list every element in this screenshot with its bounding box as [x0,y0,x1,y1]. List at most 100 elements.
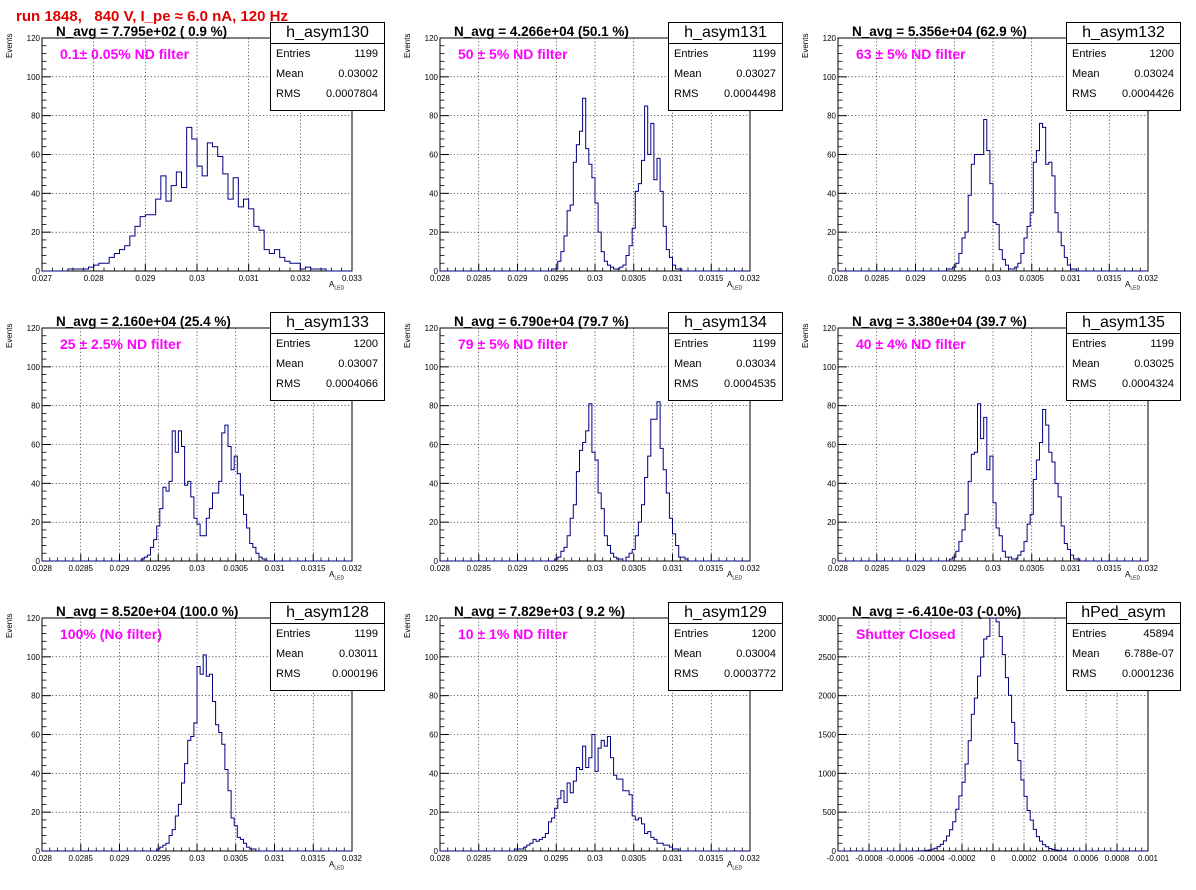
stats-value-entries: 1200 [353,338,378,350]
histogram-plot: 0.028 0.0285 0.029 0.0295 0.03 0.0305 0.031 0.0… [425,614,761,863]
y-axis-label: Events [403,323,412,348]
stats-value-mean: 0.03011 [339,648,378,660]
y-tick-label: 80 [31,692,40,701]
stats-value-rms: 0.0007804 [326,88,378,100]
x-axis-label-subscript: LED [1130,575,1141,582]
filter-annotation: Shutter Closed [856,626,956,642]
x-tick-label: 0.0305 [224,854,249,863]
y-tick-label: 120 [425,34,439,43]
histogram-name: h_asym135 [1067,313,1180,334]
y-tick-label: 20 [429,228,438,237]
histogram-name: h_asym130 [271,23,384,44]
y-tick-label: 20 [429,518,438,527]
stats-label-entries: Entries [674,48,709,60]
stats-row-entries: Entries 1200 [669,624,782,644]
y-axis-label: Events [5,323,14,348]
y-tick-label: 100 [27,363,41,372]
stats-row-entries: Entries 1199 [271,44,384,64]
histogram-series [838,617,1148,852]
stats-box: h_asym128 Entries 1199 Mean 0.03011 RMS 0.0001… [270,602,385,691]
y-tick-label: 100 [27,73,41,82]
x-tick-label: -0.001 [827,854,850,863]
histogram-panel-h_asym133: 0.028 0.0285 0.029 0.0295 0.03 0.0305 0.031 0.0… [4,310,400,600]
x-tick-label: 0.032 [740,274,761,283]
x-tick-label: 0.03 [587,274,603,283]
x-tick-label: 0.031 [662,564,683,573]
histogram-series [440,734,750,852]
y-tick-label: 80 [31,112,40,121]
y-tick-label: 40 [429,189,438,198]
stats-label-rms: RMS [1072,378,1097,390]
x-axis-label-main: A [727,860,733,869]
x-tick-label: 0.03 [985,274,1001,283]
x-tick-label: 0.0006 [1074,854,1099,863]
x-tick-label: 0.028 [84,274,105,283]
histogram-name: h_asym134 [669,313,782,334]
stats-row-rms: RMS 0.0004066 [271,374,384,394]
x-tick-label: 0.0295 [146,564,171,573]
stats-value-rms: 0.0003772 [724,668,776,680]
y-tick-label: 80 [429,402,438,411]
y-tick-label: 120 [823,324,837,333]
y-tick-label: 500 [823,808,837,817]
x-tick-label: 0.0315 [1097,564,1122,573]
x-tick-label: 0.0295 [544,274,569,283]
x-tick-label: 0.031 [264,854,285,863]
y-axis-label: Events [403,613,412,638]
x-tick-label: 0.032 [740,564,761,573]
stats-row-entries: Entries 1199 [669,334,782,354]
y-tick-label: 0 [832,557,837,566]
x-tick-label: 0.0295 [146,854,171,863]
histogram-panel-h_asym130: 0.027 0.028 0.029 0.03 0.031 0.032 0.033 0 20 40 6… [4,20,400,310]
stats-row-entries: Entries 1199 [1067,334,1180,354]
stats-label-rms: RMS [674,668,699,680]
x-tick-label: 0.0295 [942,274,967,283]
x-tick-label: 0.0305 [1020,564,1045,573]
stats-label-mean: Mean [276,648,304,660]
x-tick-label: 0.03 [189,274,205,283]
y-axis-label: Events [801,323,810,348]
run-title: run 1848, 840 V, I_pe ≈ 6.0 nA, 120 Hz [16,8,288,25]
x-tick-label: 0.029 [507,564,528,573]
stats-row-rms: RMS 0.0004324 [1067,374,1180,394]
histogram-name: h_asym128 [271,603,384,624]
stats-label-mean: Mean [276,358,304,370]
y-tick-label: 60 [429,151,438,160]
x-axis-label: ALED [1125,280,1140,292]
x-tick-label: 0.0295 [544,854,569,863]
stats-row-rms: RMS 0.0007804 [271,84,384,104]
x-tick-label: -0.0002 [948,854,976,863]
stats-label-mean: Mean [674,648,702,660]
histogram-name: h_asym129 [669,603,782,624]
filter-annotation: 25 ± 2.5% ND filter [60,336,182,352]
stats-value-entries: 45894 [1143,628,1174,640]
y-tick-label: 40 [31,189,40,198]
x-tick-label: 0.032 [1138,564,1159,573]
histogram-panel-h_asym135: 0.028 0.0285 0.029 0.0295 0.03 0.0305 0.031 0.0… [800,310,1196,600]
stats-label-rms: RMS [276,378,301,390]
y-tick-label: 60 [429,441,438,450]
x-axis-label-main: A [727,280,733,289]
x-tick-label: 0.0004 [1043,854,1068,863]
x-axis-label: ALED [727,280,742,292]
stats-value-entries: 1199 [752,338,776,350]
x-tick-label: 0.029 [905,564,926,573]
histogram-plot: 0.028 0.0285 0.029 0.0295 0.03 0.0305 0.031 0.0… [425,34,761,283]
stats-value-mean: 0.03024 [1134,68,1174,80]
x-tick-label: 0.0315 [699,274,724,283]
filter-annotation: 100% (No filter) [60,626,162,642]
y-tick-label: 0 [832,267,837,276]
x-tick-label: 0.033 [342,274,363,283]
stats-label-rms: RMS [276,88,301,100]
y-tick-label: 120 [425,614,439,623]
x-tick-label: 0.0285 [865,564,890,573]
y-tick-label: 0 [434,847,439,856]
stats-row-mean: Mean 6.788e-07 [1067,644,1180,664]
x-tick-label: 0.001 [1138,854,1159,863]
x-tick-label: 0.029 [135,274,156,283]
y-axis-label: Events [801,33,810,58]
x-axis-label: ALED [1125,570,1140,582]
x-tick-label: 0.029 [109,854,130,863]
x-tick-label: 0.029 [905,274,926,283]
stats-box: h_asym129 Entries 1200 Mean 0.03004 RMS 0.0003… [668,602,783,691]
